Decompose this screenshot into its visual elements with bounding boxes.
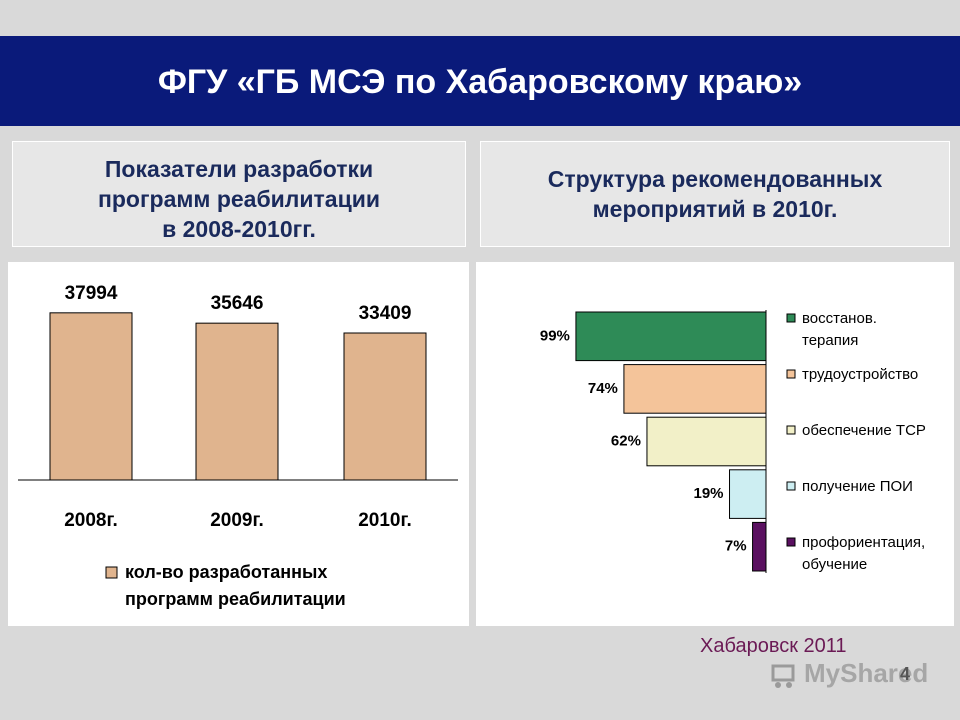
left-subtitle-line-3: в 2008-2010гг. (162, 216, 316, 242)
legend-label: трудоустройство (802, 366, 918, 383)
left-subtitle-line-1: Показатели разработки (104, 156, 374, 182)
slide-number: 4 (900, 664, 911, 684)
x-tick-label: 2008г. (64, 510, 118, 531)
bar (575, 311, 767, 362)
left-subtitle-box: Показатели разработки программ реабилита… (12, 141, 466, 247)
legend-label-line-1: кол-во разработанных (125, 562, 327, 582)
bar (195, 322, 279, 481)
legend-label: профориентация, (802, 534, 925, 551)
bar (49, 312, 133, 481)
legend-swatch (105, 566, 118, 579)
legend-swatch (786, 481, 796, 491)
bar (343, 332, 427, 481)
legend-label: восстанов. (802, 310, 877, 327)
legend-swatch (786, 425, 796, 435)
horizontal-bar-chart: 99% 74% 62% 19% 7% восстанов. терапия трудоустр… (540, 310, 926, 573)
header-band (0, 36, 960, 126)
legend-label: терапия (802, 332, 858, 349)
cart-icon (771, 664, 795, 688)
legend-label: обучение (802, 556, 867, 573)
right-subtitle-line-1: Структура рекомендованных (547, 166, 883, 192)
data-label: 19% (693, 485, 723, 502)
data-label: 37994 (65, 283, 118, 304)
data-label: 99% (540, 327, 570, 344)
legend-label-line-2: программ реабилитации (125, 589, 346, 609)
right-subtitle-box: Структура рекомендованных мероприятий в … (480, 141, 950, 247)
left-chart-panel: 37994 2008г. 35646 2009г. 33409 2010г. кол-во … (8, 262, 469, 626)
x-tick-label: 2010г. (358, 510, 412, 531)
legend-swatch (786, 369, 796, 379)
right-chart-panel: 99% 74% 62% 19% 7% восстанов. терапия трудоустр… (476, 262, 954, 626)
page-title: ФГУ «ГБ МСЭ по Хабаровскому краю» (157, 63, 803, 101)
bar-chart: 37994 2008г. 35646 2009г. 33409 2010г. кол-во … (18, 283, 458, 609)
data-label: 7% (725, 538, 747, 555)
x-tick-label: 2009г. (210, 510, 264, 531)
legend-swatch (786, 313, 796, 323)
legend-label: обеспечение ТСР (802, 422, 926, 439)
bar (646, 416, 767, 467)
watermark-text: MyShared (804, 658, 929, 688)
bar (752, 521, 767, 572)
bar (729, 469, 767, 519)
data-label: 74% (588, 380, 618, 397)
footer-city-year: Хабаровск 2011 (700, 635, 847, 657)
legend-label: получение ПОИ (802, 478, 913, 495)
data-label: 33409 (359, 303, 412, 324)
data-label: 35646 (211, 293, 264, 314)
legend-swatch (786, 537, 796, 547)
left-subtitle-line-2: программ реабилитации (97, 186, 381, 212)
right-subtitle-line-2: мероприятий в 2010г. (592, 196, 838, 222)
data-label: 62% (611, 433, 641, 450)
bar (623, 364, 767, 414)
